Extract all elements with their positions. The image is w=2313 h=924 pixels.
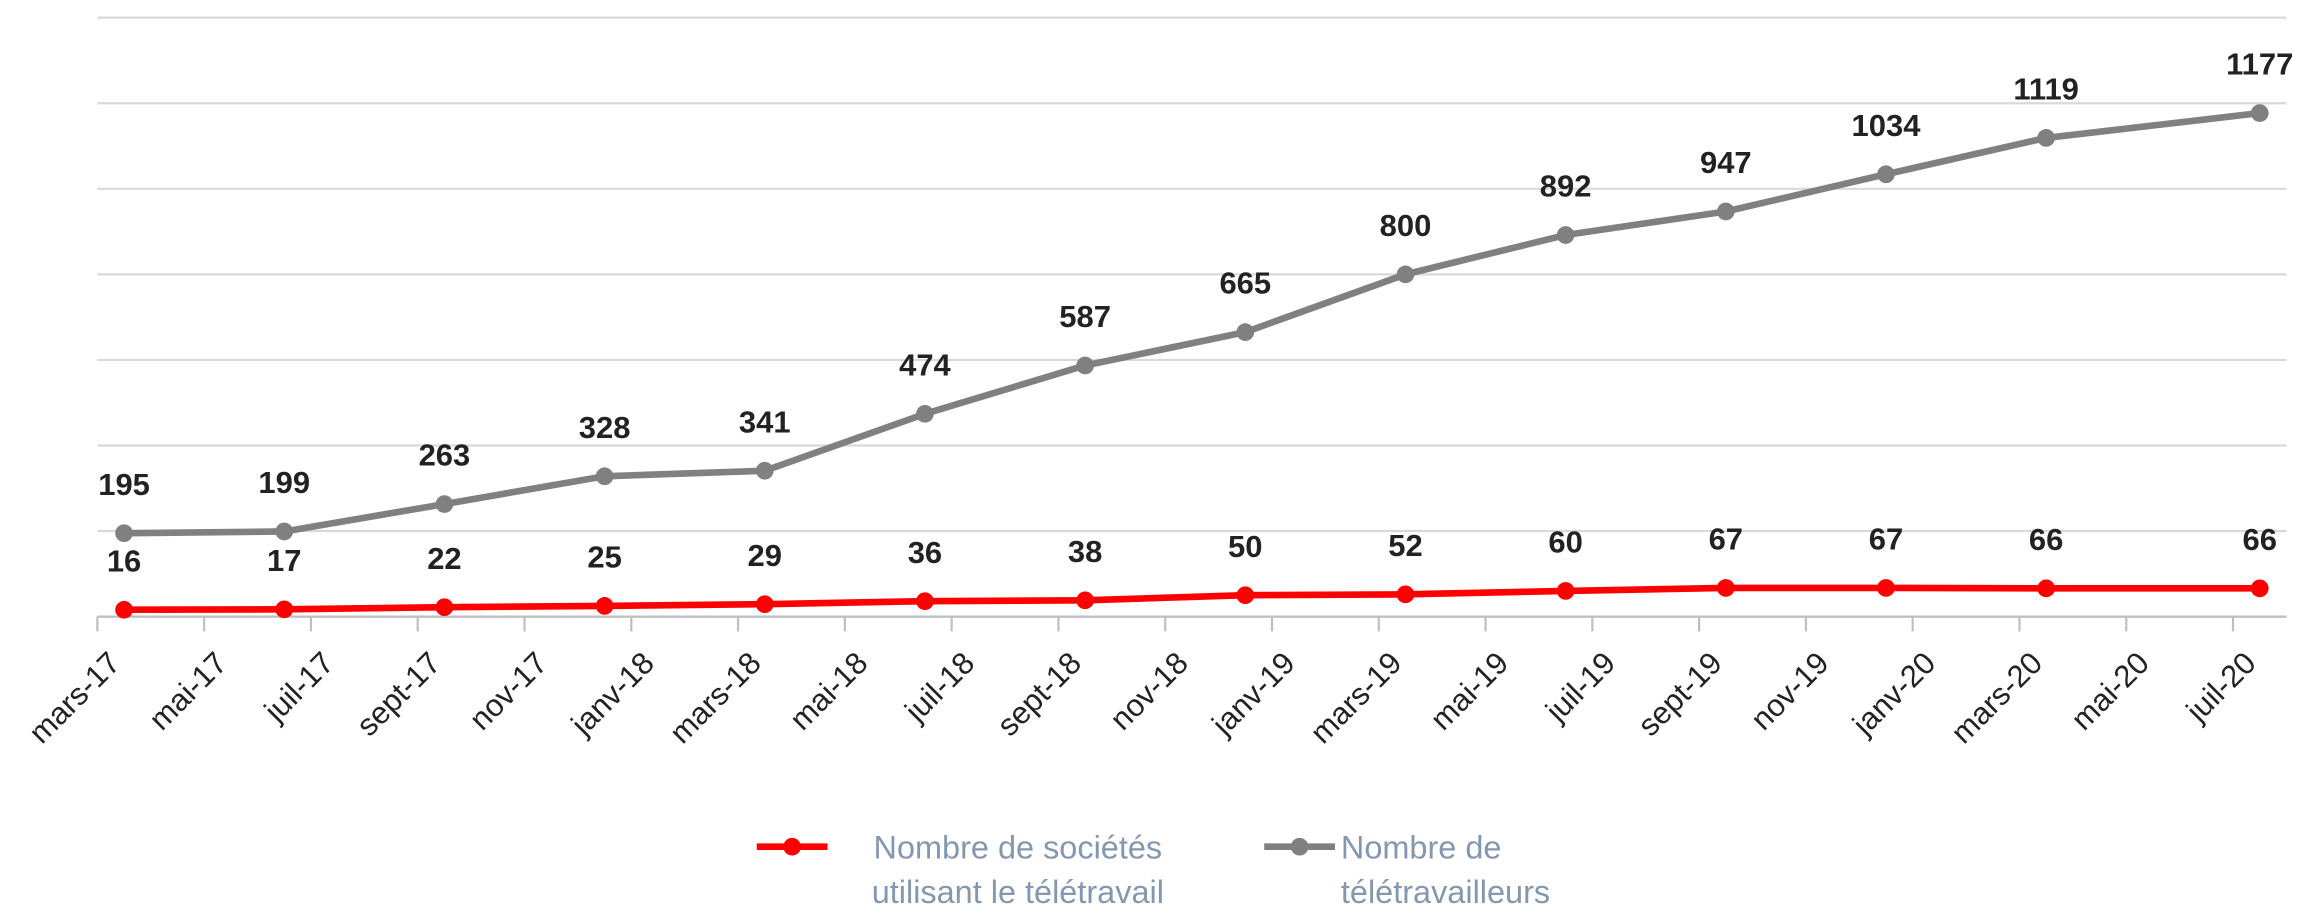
point (1236, 323, 1255, 341)
point (275, 522, 294, 541)
legend-key (756, 837, 828, 856)
x-tick-label: sept-17 (350, 645, 448, 743)
x-tick-label: mai-17 (142, 645, 234, 737)
data-label: 66 (2029, 522, 2063, 557)
x-tick-label: mai-19 (1424, 645, 1516, 737)
series-line (124, 584, 2260, 614)
x-tick-label: sept-18 (990, 645, 1088, 743)
data-label: 800 (1380, 208, 1432, 243)
point (755, 461, 774, 480)
grid (97, 16, 2287, 618)
data-label: 60 (1548, 525, 1582, 560)
x-axis: mars-17 mai-17 juil-17 sept-17 nov-17 janv-18… (22, 615, 2287, 750)
x-tick-label: janv-20 (1845, 645, 1942, 742)
data-label: 947 (1700, 145, 1752, 180)
data-label: 67 (1869, 522, 1903, 557)
point (1396, 585, 1415, 604)
x-tick-label: nov-17 (462, 645, 554, 737)
x-tick-label: juil-17 (257, 645, 341, 729)
point (916, 404, 934, 423)
point (1556, 582, 1575, 600)
point (115, 524, 133, 543)
data-label: 474 (899, 347, 951, 382)
point (1236, 586, 1255, 605)
point (1556, 226, 1575, 244)
series-line (124, 109, 2261, 537)
data-label: 328 (579, 410, 631, 445)
x-tick-label: nov-19 (1744, 645, 1836, 737)
x-tick-label: mars-18 (663, 645, 768, 750)
point (2250, 104, 2269, 122)
legend-box: Nombre de sociétés utilisant le télétrav… (590, 826, 1770, 915)
point (2037, 579, 2056, 598)
point (1076, 356, 1094, 375)
x-tick-label: juil-19 (1538, 645, 1622, 729)
data-label: 22 (427, 541, 461, 576)
x-tick-label: nov-18 (1103, 645, 1195, 737)
x-tick-label: mars-17 (22, 645, 127, 750)
legend-key (1264, 837, 1335, 856)
legend-label: Nombre de sociétés utilisant le télétrav… (871, 829, 1164, 911)
data-label: 16 (107, 543, 141, 578)
data-label: 263 (419, 438, 471, 473)
x-tick-label: juil-18 (897, 645, 981, 729)
data-label: 665 (1219, 266, 1271, 301)
point (1396, 265, 1415, 284)
data-label: 52 (1388, 528, 1422, 563)
data-label: 1034 (1852, 108, 1922, 143)
point (1877, 579, 1895, 597)
point (595, 597, 614, 615)
x-tick-label: mai-20 (2064, 645, 2156, 737)
point (916, 592, 934, 611)
data-label: 38 (1068, 534, 1102, 569)
point (115, 600, 133, 619)
point (1716, 579, 1735, 597)
legend-marker (783, 837, 802, 856)
x-tick-label: mai-18 (783, 645, 875, 737)
point (275, 600, 294, 619)
data-label: 25 (587, 540, 621, 575)
data-label: 36 (908, 535, 942, 570)
legend: Nombre de sociétés utilisant le télétrav… (590, 826, 1770, 915)
x-tick-label: sept-19 (1631, 645, 1729, 743)
point (595, 467, 614, 486)
point (2037, 129, 2056, 147)
data-label: 341 (739, 404, 791, 439)
x-tick-label: janv-18 (564, 645, 661, 742)
plot: 16 17 22 25 29 36 38 50 52 60 67 67 66 66 195 199 263 328… (98, 47, 2293, 619)
point (435, 495, 454, 513)
point (1716, 202, 1735, 221)
legend-label: Nombre de télétravailleurs (1340, 829, 1551, 911)
data-label: 66 (2243, 522, 2277, 557)
legend-item: Nombre de sociétés utilisant le télétrav… (754, 826, 1202, 915)
data-label: 195 (98, 467, 150, 502)
legend-marker (1290, 837, 1309, 856)
x-tick-label: janv-19 (1204, 645, 1301, 742)
point (1076, 591, 1094, 610)
point (755, 595, 774, 614)
x-tick-label: mars-19 (1303, 645, 1408, 750)
data-label: 892 (1540, 169, 1592, 204)
data-label: 587 (1059, 299, 1111, 334)
data-label: 29 (748, 538, 782, 573)
x-tick-label: juil-20 (2179, 645, 2263, 729)
point (1877, 165, 1895, 184)
data-label: 17 (267, 543, 301, 578)
x-tick-label: mars-20 (1944, 645, 2049, 750)
data-label: 1177 (2226, 47, 2293, 82)
point (2250, 579, 2269, 598)
data-label: 67 (1709, 522, 1743, 557)
data-label: 199 (258, 465, 310, 500)
legend-item: Nombre de télétravailleurs (1261, 826, 1606, 915)
data-label: 50 (1228, 529, 1262, 564)
data-label: 1119 (2013, 72, 2078, 107)
point (435, 598, 454, 617)
